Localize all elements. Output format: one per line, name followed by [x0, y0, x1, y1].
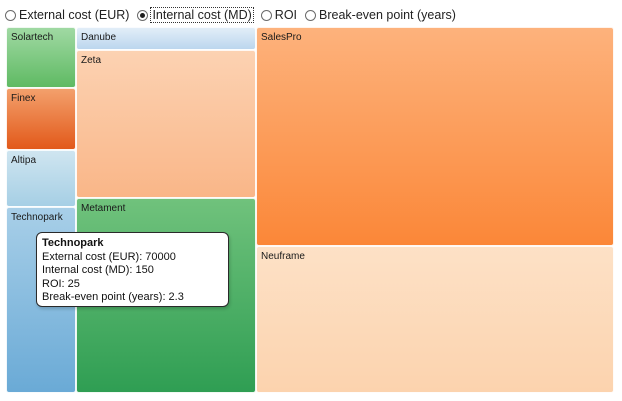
- tile-label: Zeta: [81, 55, 102, 66]
- tile-label: Finex: [11, 93, 36, 104]
- treemap-tile-metament[interactable]: Metament: [76, 198, 256, 393]
- radio-button-checked-icon[interactable]: [137, 9, 149, 21]
- tile-label: Neuframe: [261, 251, 305, 262]
- treemap-tile-danube[interactable]: Danube: [76, 27, 256, 50]
- treemap-tile-altipa[interactable]: Altipa: [6, 150, 76, 207]
- radio-button-icon[interactable]: [305, 9, 317, 21]
- metric-radio-group: External cost (EUR) Internal cost (MD) R…: [5, 6, 464, 24]
- treemap-tile-neuframe[interactable]: Neuframe: [256, 246, 614, 393]
- tile-label: SalesPro: [261, 32, 302, 43]
- treemap-tile-salespro[interactable]: SalesPro: [256, 27, 614, 246]
- treemap-tile-technopark[interactable]: Technopark: [6, 207, 76, 393]
- radio-label[interactable]: External cost (EUR): [19, 8, 130, 22]
- treemap-tile-solartech[interactable]: Solartech: [6, 27, 76, 88]
- radio-label[interactable]: Break-even point (years): [319, 8, 456, 22]
- radio-break-even[interactable]: Break-even point (years): [305, 8, 456, 22]
- treemap-tile-finex[interactable]: Finex: [6, 88, 76, 150]
- radio-label[interactable]: Internal cost (MD): [150, 7, 254, 23]
- radio-external-cost[interactable]: External cost (EUR): [5, 8, 129, 22]
- tile-label: Danube: [81, 32, 117, 43]
- radio-button-icon[interactable]: [5, 9, 16, 21]
- radio-label[interactable]: ROI: [274, 8, 298, 22]
- tile-label: Solartech: [11, 32, 54, 43]
- tile-label: Metament: [81, 203, 126, 214]
- tile-label: Technopark: [11, 212, 63, 223]
- tile-label: Altipa: [11, 155, 37, 166]
- radio-roi[interactable]: ROI: [260, 8, 298, 22]
- treemap-tile-zeta[interactable]: Zeta: [76, 50, 256, 198]
- radio-button-icon[interactable]: [260, 9, 272, 21]
- radio-internal-cost[interactable]: Internal cost (MD): [137, 7, 254, 23]
